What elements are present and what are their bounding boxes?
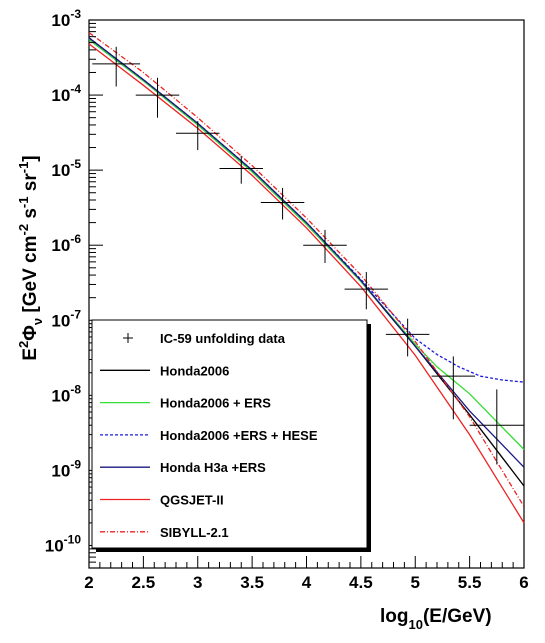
legend-box: [91, 319, 368, 549]
legend-entry: SIBYLL-2.1: [100, 525, 229, 540]
data-point: [92, 46, 141, 87]
data-point: [469, 389, 524, 465]
x-tick-label: 5: [411, 573, 420, 592]
y-tick-label: 10-3: [51, 7, 81, 30]
data-point: [431, 356, 476, 420]
legend-entry: Honda2006 +ERS + HESE: [100, 428, 318, 443]
y-tick-label: 10-9: [51, 457, 81, 480]
data-point: [344, 271, 389, 310]
x-tick-label: 4: [302, 573, 312, 592]
y-tick-label: 10-6: [51, 232, 81, 255]
legend: IC-59 unfolding data Honda2006 Honda2006 +…: [91, 319, 371, 552]
x-tick-label: 6: [519, 573, 528, 592]
y-tick-label: 10-4: [51, 82, 81, 105]
y-axis-label: E2Φν [GeV cm-2 s-1 sr-1]: [16, 155, 45, 360]
legend-entry: IC-59 unfolding data: [123, 331, 286, 346]
legend-entry: Honda2006: [100, 363, 229, 378]
x-axis-label: log10(E/GeV): [380, 606, 492, 632]
data-point: [303, 229, 347, 263]
legend-label: SIBYLL-2.1: [160, 525, 229, 540]
x-tick-label: 3: [193, 573, 202, 592]
legend-entry: QGSJET-II: [100, 493, 224, 508]
series-curve: [88, 32, 525, 507]
x-tick-label: 4.5: [349, 573, 373, 592]
y-tick-label: 10-10: [45, 532, 82, 555]
x-tick-label: 2.5: [132, 573, 156, 592]
x-axis-ticks: 2 2.5 3 3.5 4 4.5 5 5.5 6: [84, 556, 529, 592]
y-tick-label: 10-5: [51, 157, 81, 180]
x-tick-label: 3.5: [240, 573, 264, 592]
legend-label: Honda2006 + ERS: [160, 396, 271, 411]
legend-label: IC-59 unfolding data: [160, 331, 286, 346]
x-tick-label: 5.5: [458, 573, 482, 592]
data-point: [219, 155, 263, 184]
series-curve: [88, 37, 525, 468]
data-point: [385, 318, 430, 357]
data-points: [92, 46, 524, 465]
y-tick-label: 10-7: [51, 307, 81, 330]
y-tick-label: 10-8: [51, 382, 81, 405]
legend-label: QGSJET-II: [160, 493, 224, 508]
legend-label: Honda H3a +ERS: [160, 460, 266, 475]
series-curve: [88, 43, 525, 524]
legend-label: Honda2006 +ERS + HESE: [160, 428, 318, 443]
data-point: [260, 187, 305, 220]
legend-entry: Honda H3a +ERS: [100, 460, 266, 475]
legend-entry: Honda2006 + ERS: [100, 396, 271, 411]
data-point: [135, 77, 180, 118]
data-point: [176, 121, 220, 151]
x-tick-label: 2: [84, 573, 93, 592]
legend-label: Honda2006: [160, 363, 229, 378]
